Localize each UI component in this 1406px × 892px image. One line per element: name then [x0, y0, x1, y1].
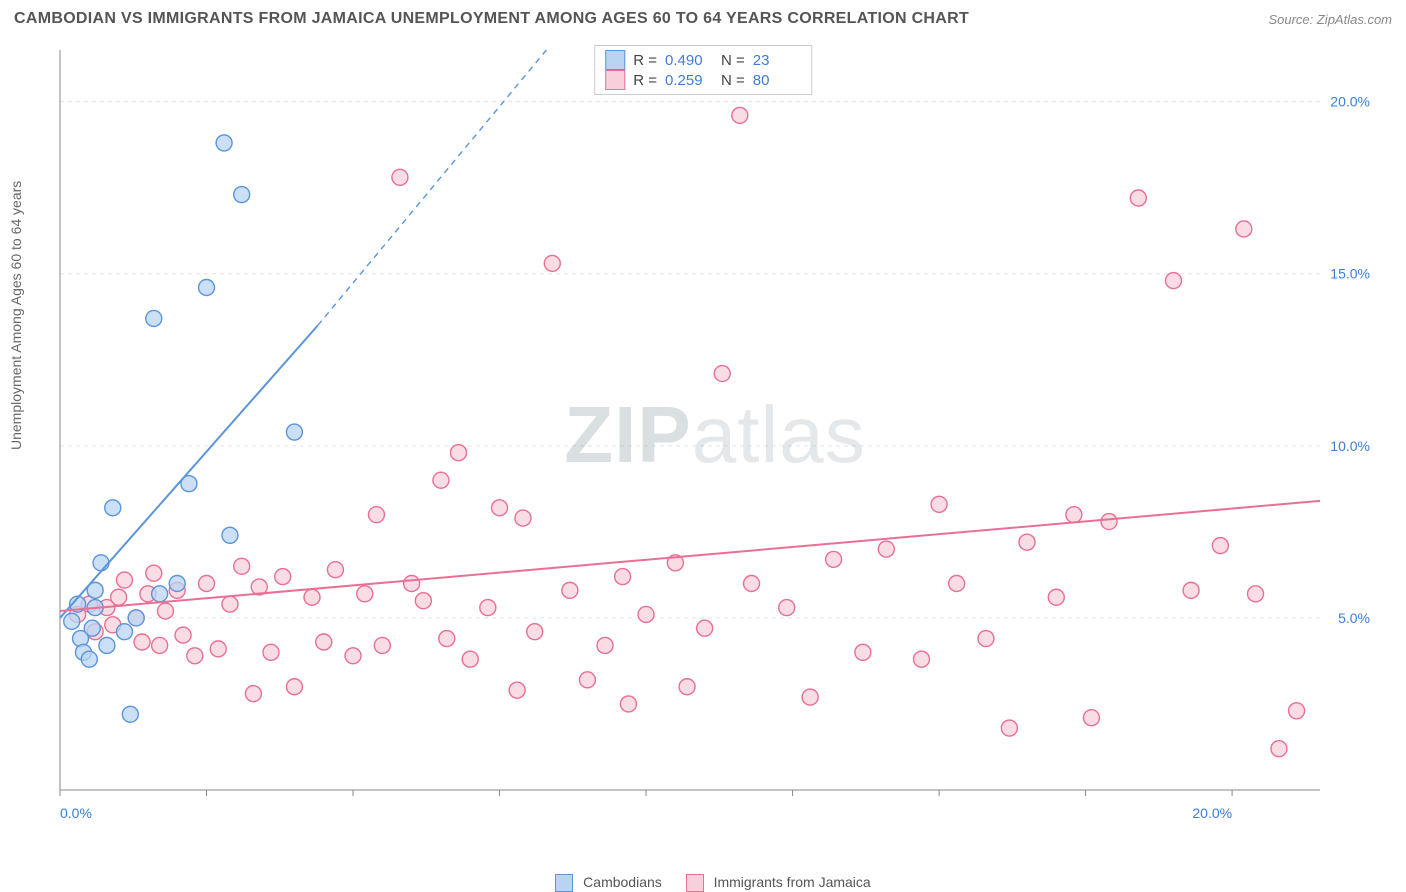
legend-row-2: R =0.259 N =80: [605, 70, 801, 90]
legend-label-jamaica: Immigrants from Jamaica: [714, 874, 871, 890]
plot-svg: 5.0% 10.0% 15.0% 20.0% 0.0% 20.0%: [50, 40, 1380, 830]
svg-text:20.0%: 20.0%: [1192, 805, 1232, 821]
source-label: Source: ZipAtlas.com: [1268, 12, 1392, 27]
chart-title: CAMBODIAN VS IMMIGRANTS FROM JAMAICA UNE…: [14, 10, 969, 28]
svg-text:0.0%: 0.0%: [60, 805, 92, 821]
svg-text:15.0%: 15.0%: [1330, 266, 1370, 282]
legend-label-cambodians: Cambodians: [583, 874, 662, 890]
legend-swatch-jamaica: [605, 70, 625, 90]
swatch-jamaica: [686, 874, 704, 892]
legend-swatch-cambodians: [605, 50, 625, 70]
bottom-legend: Cambodians Immigrants from Jamaica: [0, 874, 1406, 892]
swatch-cambodians: [555, 874, 573, 892]
svg-text:5.0%: 5.0%: [1338, 610, 1370, 626]
chart-header: CAMBODIAN VS IMMIGRANTS FROM JAMAICA UNE…: [14, 10, 1392, 28]
svg-text:20.0%: 20.0%: [1330, 94, 1370, 110]
svg-text:10.0%: 10.0%: [1330, 438, 1370, 454]
y-axis-label: Unemployment Among Ages 60 to 64 years: [8, 181, 24, 450]
legend-row-1: R =0.490 N =23: [605, 50, 801, 70]
scatter-plot: 5.0%10.0%15.0%20.0%0.0%20.0% ZIPatlas: [50, 40, 1380, 830]
correlation-legend: R =0.490 N =23 R =0.259 N =80: [594, 45, 812, 95]
